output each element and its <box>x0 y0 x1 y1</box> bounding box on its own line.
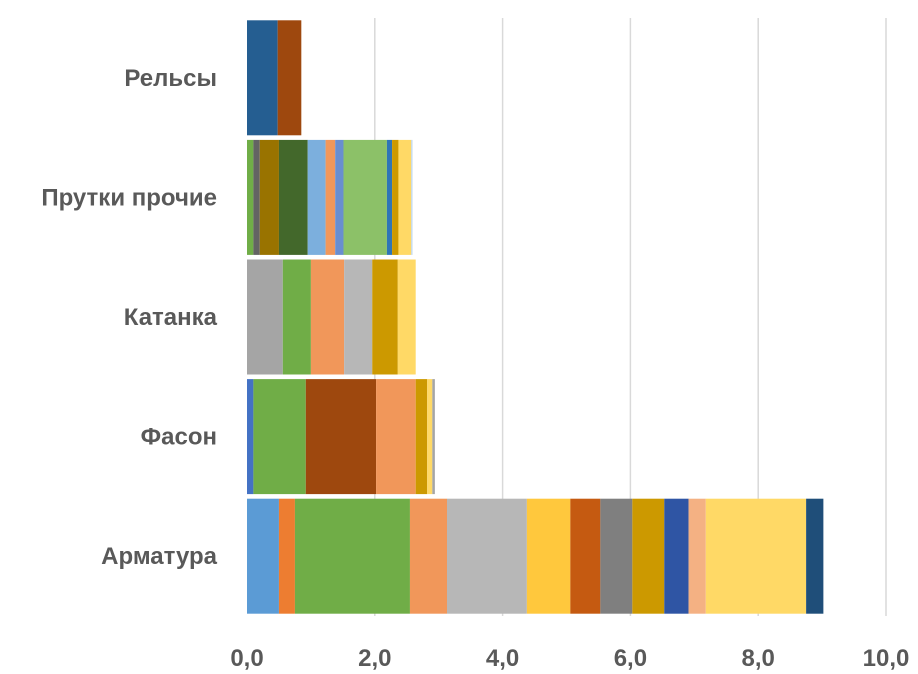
bar-segment <box>278 139 308 255</box>
bar-segment <box>253 379 306 495</box>
bar-segment <box>392 139 399 255</box>
bar-segment <box>526 498 571 614</box>
bar-segment <box>305 379 377 495</box>
bar-segment <box>282 259 311 375</box>
x-tick-label: 4,0 <box>486 645 519 672</box>
bar-segment <box>310 259 345 375</box>
bar-segment <box>411 139 413 255</box>
bar-segment <box>247 498 279 614</box>
bar-segment <box>386 139 393 255</box>
bar-segment <box>447 498 527 614</box>
bar-segment <box>632 498 665 614</box>
category-label: Фасон <box>141 424 217 451</box>
bar-segment <box>343 139 387 255</box>
x-tick-label: 2,0 <box>358 645 391 672</box>
bar-segment <box>247 379 254 495</box>
bar-segment <box>376 379 416 495</box>
x-tick-label: 8,0 <box>742 645 775 672</box>
bar-stack <box>247 379 435 495</box>
bar-segment <box>372 259 398 375</box>
bar-segment <box>325 139 336 255</box>
bar-segment <box>277 20 302 136</box>
bar-stack <box>247 498 824 614</box>
bar-segment <box>335 139 344 255</box>
bar-stack <box>247 139 413 255</box>
bar-segment <box>427 379 433 495</box>
category-label: Катанка <box>124 304 218 331</box>
bars <box>247 20 824 614</box>
x-tick-label: 0,0 <box>230 645 263 672</box>
bar-segment <box>253 139 260 255</box>
bar-segment <box>294 498 410 614</box>
bar-segment <box>398 139 412 255</box>
bar-segment <box>688 498 706 614</box>
bar-segment <box>409 498 448 614</box>
category-label: Прутки прочие <box>41 184 217 211</box>
category-label: Арматура <box>101 543 218 570</box>
bar-segment <box>397 259 416 375</box>
bar-segment <box>278 498 295 614</box>
category-label: Рельсы <box>124 65 217 92</box>
bar-segment <box>247 20 278 136</box>
bar-segment <box>570 498 601 614</box>
bar-stack <box>247 20 302 136</box>
bar-segment <box>705 498 807 614</box>
bar-segment <box>664 498 689 614</box>
bar-segment <box>806 498 824 614</box>
bar-segment <box>259 139 279 255</box>
bar-segment <box>247 139 254 255</box>
x-tick-label: 10,0 <box>863 645 910 672</box>
value-axis: 0,0 2,0 4,0 6,0 8,0 10,0 <box>230 645 909 672</box>
bar-segment <box>247 259 283 375</box>
bar-segment <box>307 139 326 255</box>
category-axis: Рельсы Прутки прочие Катанка Фасон Арматура <box>41 65 217 570</box>
bar-segment <box>415 379 428 495</box>
bar-segment <box>600 498 633 614</box>
bar-segment <box>432 379 435 495</box>
x-tick-label: 6,0 <box>614 645 647 672</box>
bar-segment <box>344 259 373 375</box>
bar-stack <box>247 259 416 375</box>
